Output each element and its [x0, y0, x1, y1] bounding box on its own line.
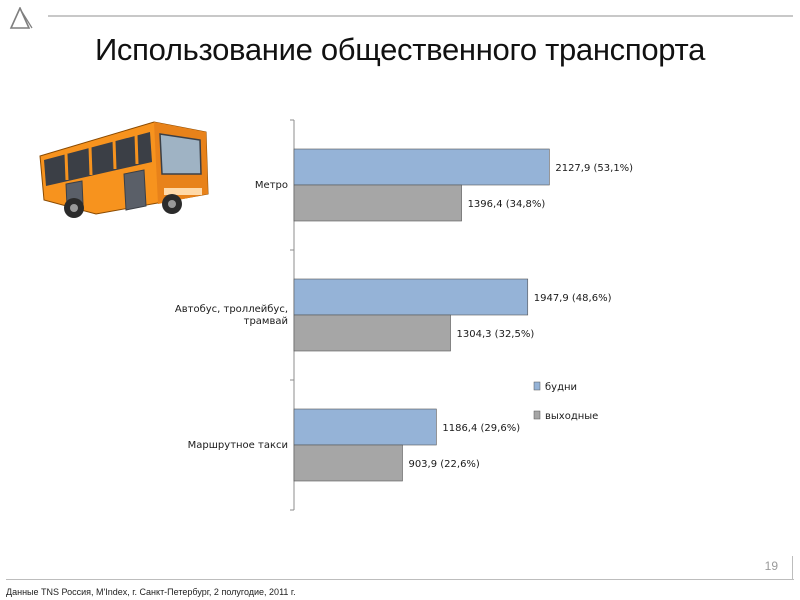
- legend-swatch-weekday: [533, 381, 541, 391]
- slide-title: Использование общественного транспорта: [94, 32, 706, 67]
- weekday-value-label: 2127,9 (53,1%): [555, 163, 633, 174]
- top-divider: [48, 15, 793, 17]
- legend-label-weekend: выходные: [545, 411, 598, 422]
- weekend-bar: [293, 444, 403, 482]
- weekday-bar: [293, 278, 529, 316]
- weekend-value-label: 1396,4 (34,8%): [468, 199, 546, 210]
- weekday-value-label: 1186,4 (29,6%): [442, 423, 520, 434]
- bottom-divider-right: [792, 556, 793, 580]
- weekend-bar: [293, 184, 462, 222]
- weekend-value-label: 903,9 (22,6%): [408, 459, 479, 470]
- chart-legend: будни выходные: [533, 381, 598, 422]
- source-note: Данные TNS Россия, M'Index, г. Санкт-Пет…: [6, 587, 296, 597]
- orange-bus-icon: [39, 121, 209, 218]
- page-number: 19: [764, 559, 778, 573]
- category-label: Маршрутное такси: [188, 440, 288, 451]
- weekday-bar: [293, 148, 550, 186]
- category-label: Метро: [255, 180, 288, 191]
- a-triangle-logo-icon: [9, 7, 33, 29]
- legend-label-weekday: будни: [545, 382, 577, 393]
- weekend-value-label: 1304,3 (32,5%): [457, 329, 535, 340]
- legend-swatch-weekend: [533, 410, 541, 420]
- weekday-value-label: 1947,9 (48,6%): [534, 293, 612, 304]
- bottom-divider: [6, 579, 794, 580]
- weekday-bar: [293, 408, 437, 446]
- category-label: Автобус, троллейбус, трамвай: [175, 304, 288, 327]
- weekend-bar: [293, 314, 451, 352]
